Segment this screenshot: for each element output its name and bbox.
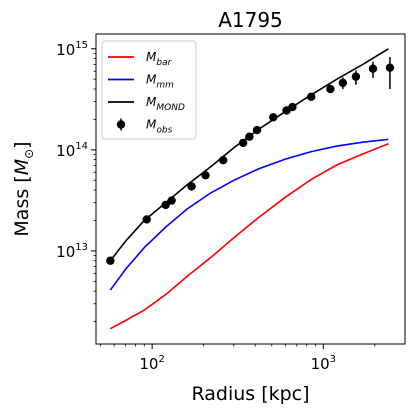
legend-label-m-obs: Mobs: [146, 118, 173, 136]
legend-label-subscript: obs: [156, 126, 172, 136]
series-line-m-bar: [109, 142, 389, 330]
y-axis-title: Mass [M⊙]: [11, 141, 36, 236]
series-line-m-mm: [109, 138, 389, 291]
y-tick-label-base: 10: [56, 41, 75, 59]
y-tick-label: 1013: [56, 242, 88, 261]
data-point-m-obs: [368, 64, 378, 73]
y-axis-title-subscript: ⊙: [22, 149, 36, 159]
data-point-m-obs: [307, 92, 316, 101]
data-point-m-obs: [269, 113, 278, 122]
x-tick-label-base: 10: [311, 355, 330, 373]
data-point-m-obs: [161, 200, 170, 210]
legend-label-m-mm: Mmm: [146, 73, 174, 91]
data-point-m-obs: [351, 72, 361, 81]
y-axis-title-main: Mass [: [11, 175, 33, 236]
y-tick-label-exponent: 15: [75, 40, 88, 51]
data-point-m-obs: [245, 132, 254, 141]
y-tick-label-base: 10: [56, 243, 75, 261]
data-point-m-obs: [385, 63, 395, 72]
x-tick-label-exponent: 3: [330, 354, 336, 365]
x-tick-label-base: 10: [139, 355, 158, 373]
data-point-m-obs: [167, 196, 176, 205]
legend-label-subscript: bar: [156, 58, 172, 68]
y-tick-label: 1014: [56, 141, 88, 160]
y-tick-label-exponent: 13: [75, 242, 88, 253]
y-tick-label-exponent: 14: [75, 141, 88, 152]
data-point-m-obs: [338, 78, 348, 88]
legend-box: [101, 40, 197, 140]
x-tick-label-exponent: 2: [158, 354, 164, 365]
legend-label-main: M: [146, 95, 157, 109]
x-tick-label: 103: [311, 354, 336, 373]
data-point-m-obs: [187, 182, 196, 191]
legend-swatch-m-obs: [116, 120, 126, 129]
data-point-m-obs: [238, 138, 248, 148]
y-axis-title-symbol: M: [11, 159, 33, 175]
x-axis-title: Radius [kpc]: [191, 383, 309, 405]
data-point-m-obs: [218, 155, 228, 165]
legend-label-main: M: [146, 50, 157, 64]
y-axis-title-end: ]: [11, 141, 33, 148]
legend-label-subscript: MOND: [156, 103, 185, 113]
x-tick-label: 102: [139, 354, 164, 373]
data-point-m-obs: [326, 84, 335, 94]
data-point-m-obs: [106, 256, 115, 265]
plot-frame: [95, 33, 406, 345]
plot-area: [106, 48, 395, 330]
y-tick-label-base: 10: [56, 142, 75, 160]
legend-label-subscript: mm: [156, 81, 174, 91]
legend-label-main: M: [146, 73, 157, 87]
legend-label-main: M: [146, 118, 157, 132]
legend-label-m-mond: MMOND: [146, 95, 185, 113]
data-point-m-obs: [252, 125, 262, 135]
data-point-m-obs: [201, 171, 210, 180]
y-tick-label: 1015: [56, 40, 88, 59]
legend-label-m-bar: Mbar: [146, 50, 173, 68]
data-point-m-obs: [142, 215, 151, 224]
chart-title: A1795: [218, 8, 283, 32]
data-point-m-obs: [288, 102, 297, 112]
